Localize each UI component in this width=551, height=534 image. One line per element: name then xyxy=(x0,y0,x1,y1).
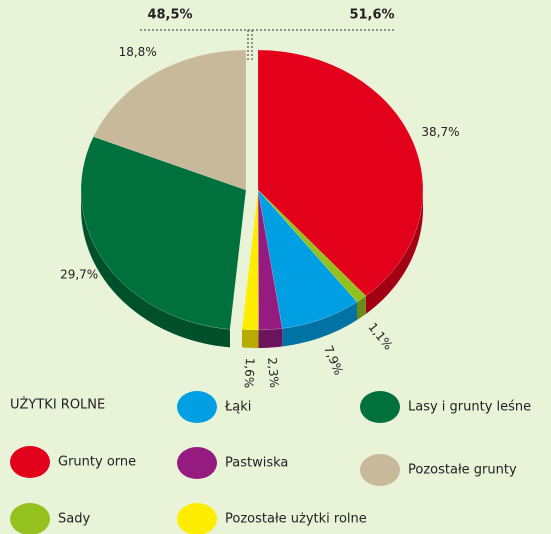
legend-label: Pozostałe grunty xyxy=(408,463,517,478)
data-label: 38,7% xyxy=(421,125,459,139)
group-label: 51,6% xyxy=(349,8,394,23)
data-label: 29,7% xyxy=(60,268,98,282)
slice-side xyxy=(282,302,357,347)
slice xyxy=(257,189,358,329)
slice-side xyxy=(365,190,423,314)
data-label: 18,8% xyxy=(119,45,157,59)
legend-swatch xyxy=(360,454,400,486)
legend-label: Łąki xyxy=(224,400,251,415)
legend-swatch xyxy=(360,391,400,423)
legend-swatch xyxy=(177,447,217,479)
group-label: 48,5% xyxy=(147,8,192,23)
slice xyxy=(257,189,367,303)
data-label: 2,3% xyxy=(265,357,281,388)
legend-label: Sady xyxy=(58,512,90,527)
legend-label: Lasy i grunty leśne xyxy=(408,400,531,415)
legend-swatch xyxy=(177,391,217,423)
slice xyxy=(257,189,283,331)
slice xyxy=(80,136,247,330)
slice-side xyxy=(81,190,230,348)
legend-swatch xyxy=(10,503,50,534)
slice-side xyxy=(356,295,366,321)
legend-label: Grunty orne xyxy=(58,455,136,470)
legend-label: Pozostałe użytki rolne xyxy=(225,512,367,527)
legend-title: UŻYTKI ROLNE xyxy=(10,397,105,413)
slice-side xyxy=(241,329,259,348)
legend-swatch xyxy=(177,503,217,534)
slice xyxy=(93,49,247,191)
legend-swatch xyxy=(10,446,50,478)
legend-label: Pastwiska xyxy=(225,456,288,471)
slice-side xyxy=(258,328,283,348)
slice xyxy=(257,49,424,297)
slice xyxy=(241,189,259,331)
data-label: 1,6% xyxy=(242,357,257,388)
